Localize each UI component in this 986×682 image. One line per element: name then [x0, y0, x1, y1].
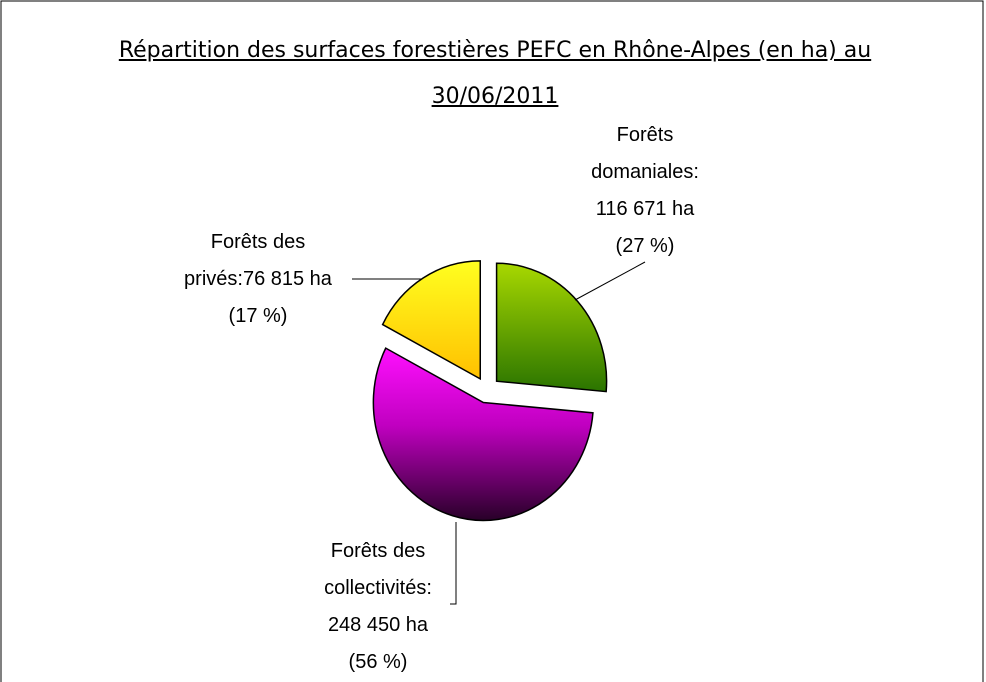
category-label: Forêts des privés: — [184, 231, 306, 290]
value-label: 248 450 ha — [327, 614, 429, 636]
pie — [372, 260, 608, 522]
pie-slice — [495, 262, 608, 393]
category-label: Forêts des collectivités: — [324, 540, 432, 599]
pie-slice — [381, 260, 481, 381]
chart-title: Répartition des surfaces forestières PEF… — [118, 38, 872, 109]
leader-line — [450, 522, 457, 605]
percent-label: (27 %) — [615, 235, 675, 257]
slice-label: Forêts domaniales: 116 671 ha (27 %) — [575, 117, 715, 265]
pie-slice — [372, 347, 594, 522]
slice-label: Forêts des collectivités: 248 450 ha (56… — [303, 533, 453, 681]
percent-label: (17 %) — [228, 305, 288, 327]
value-label: 76 815 ha — [242, 268, 332, 290]
leader-line — [574, 261, 646, 301]
value-label: 116 671 ha — [595, 198, 695, 220]
slice-label: Forêts des privés:76 815 ha (17 %) — [160, 224, 356, 335]
category-label: Forêts domaniales: — [591, 124, 699, 183]
percent-label: (56 %) — [348, 651, 408, 673]
